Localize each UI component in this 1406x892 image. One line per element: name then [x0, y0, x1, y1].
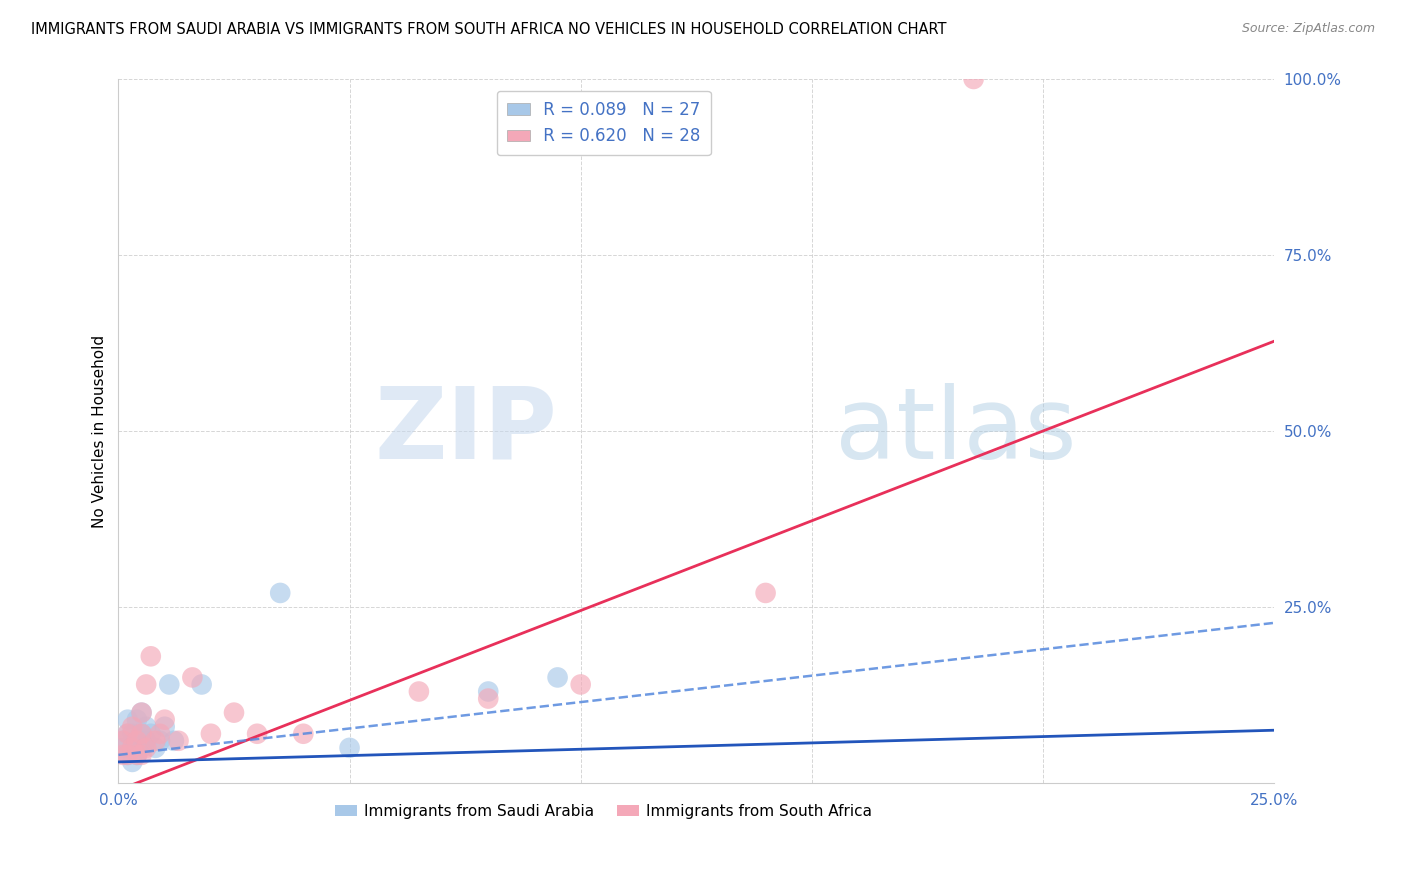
Point [117, 727, 139, 741]
Y-axis label: No Vehicles in Household: No Vehicles in Household [93, 334, 107, 527]
Point [339, 740, 361, 755]
Point [112, 733, 135, 747]
Text: ZIP: ZIP [375, 383, 558, 480]
Point [222, 706, 245, 720]
Point [145, 733, 167, 747]
Point [149, 733, 172, 747]
Point [139, 727, 162, 741]
Point [200, 727, 222, 741]
Point [112, 740, 135, 755]
Point [131, 740, 153, 755]
Point [190, 677, 212, 691]
Point [755, 586, 778, 600]
Point [112, 733, 135, 747]
Point [112, 747, 135, 762]
Text: Source: ZipAtlas.com: Source: ZipAtlas.com [1241, 22, 1375, 36]
Point [157, 677, 180, 691]
Point [125, 747, 148, 762]
Point [145, 740, 167, 755]
Point [117, 747, 139, 762]
Point [125, 733, 148, 747]
Point [135, 677, 157, 691]
Point [117, 713, 139, 727]
Point [131, 706, 153, 720]
Point [292, 727, 315, 741]
Point [135, 740, 157, 755]
Point [181, 670, 204, 684]
Point [408, 684, 430, 698]
Point [163, 733, 186, 747]
Point [569, 677, 592, 691]
Point [477, 684, 499, 698]
Point [477, 691, 499, 706]
Point [121, 720, 143, 734]
Text: IMMIGRANTS FROM SAUDI ARABIA VS IMMIGRANTS FROM SOUTH AFRICA NO VEHICLES IN HOUS: IMMIGRANTS FROM SAUDI ARABIA VS IMMIGRAN… [31, 22, 946, 37]
Legend: Immigrants from Saudi Arabia, Immigrants from South Africa: Immigrants from Saudi Arabia, Immigrants… [329, 797, 879, 825]
Text: atlas: atlas [835, 383, 1077, 480]
Point [117, 747, 139, 762]
Point [131, 727, 153, 741]
Point [149, 727, 172, 741]
Point [246, 727, 269, 741]
Point [135, 733, 157, 747]
Point [135, 720, 157, 734]
Point [121, 740, 143, 755]
Point [167, 733, 190, 747]
Point [269, 586, 291, 600]
Point [153, 720, 176, 734]
Point [125, 747, 148, 762]
Point [125, 733, 148, 747]
Point [125, 713, 148, 727]
Point [121, 740, 143, 755]
Point [547, 670, 569, 684]
Point [121, 727, 143, 741]
Point [131, 706, 153, 720]
Point [121, 755, 143, 769]
Point [962, 72, 984, 87]
Point [117, 727, 139, 741]
Point [153, 713, 176, 727]
Point [139, 649, 162, 664]
Point [131, 747, 153, 762]
Point [131, 727, 153, 741]
